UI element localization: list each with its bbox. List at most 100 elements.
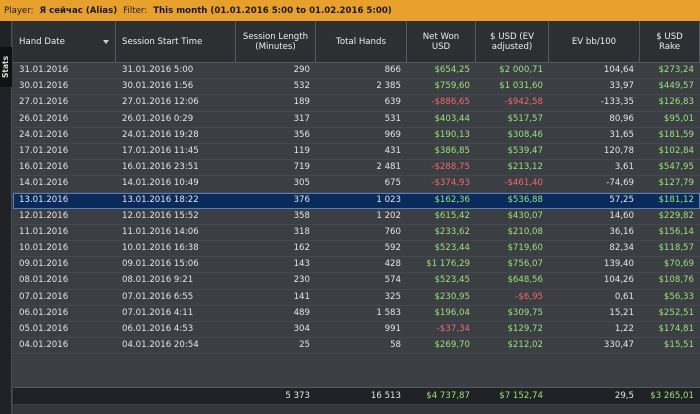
table-row[interactable]: 12.01.2016 12.01.2016 15:52 358 1 202 $615,4…: [13, 208, 700, 225]
column-header-label: Total Hands: [336, 36, 386, 47]
totals-date: [13, 388, 116, 404]
cell-session-length: 719: [293, 162, 310, 173]
table-row[interactable]: 04.01.2016 04.01.2016 20:54 25 58 $269,70 $21…: [13, 338, 700, 355]
table-row[interactable]: 24.01.2016 24.01.2016 19:28 356 969 $190,13 $…: [13, 127, 700, 144]
cell-session-start: 04.01.2016 20:54: [122, 340, 199, 351]
cell-session-length: 358: [293, 210, 310, 221]
cell-session-length: 356: [293, 129, 310, 140]
cell-ev-bb100: 330,47: [603, 340, 634, 351]
stats-tab[interactable]: Stats: [0, 47, 12, 87]
cell-session-start: 30.01.2016 1:56: [122, 81, 194, 92]
cell-ev-bb100: -74,69: [606, 178, 634, 189]
cell-total-hands: 760: [384, 226, 401, 237]
cell-session-length: 318: [293, 226, 310, 237]
cell-ev-adjusted: $648,56: [507, 275, 543, 286]
cell-net-won: -$37,34: [436, 324, 470, 334]
table-row[interactable]: 10.01.2016 10.01.2016 16:38 162 592 $523,44 $…: [13, 241, 700, 258]
cell-net-won: -$886,65: [431, 97, 470, 108]
cell-session-start: 13.01.2016 18:22: [122, 194, 199, 205]
cell-rake: $181,12: [658, 194, 694, 205]
grid-body: 31.01.2016 31.01.2016 5:00 290 866 $654,25 $2…: [13, 63, 700, 355]
cell-net-won: -$374,93: [431, 178, 470, 189]
cell-hand-date: 26.01.2016: [19, 113, 69, 124]
cell-ev-adjusted: -$942,58: [504, 97, 543, 108]
table-row[interactable]: 17.01.2016 17.01.2016 11:45 119 431 $386,85 $…: [13, 143, 700, 161]
cell-session-length: 304: [293, 324, 310, 334]
cell-hand-date: 17.01.2016: [19, 145, 69, 156]
cell-net-won: $759,60: [434, 81, 470, 92]
table-row[interactable]: 26.01.2016 26.01.2016 0:29 317 531 $403,44 $5…: [13, 111, 700, 128]
table-row[interactable]: 11.01.2016 11.01.2016 14:06 318 760 $233,62 $…: [13, 224, 700, 242]
cell-session-length: 141: [293, 291, 310, 302]
totals-start: [116, 388, 236, 404]
cell-net-won: $615,42: [434, 210, 470, 221]
cell-net-won: $233,62: [434, 226, 470, 237]
cell-ev-bb100: 33,97: [609, 81, 634, 92]
column-header-ev-bb100[interactable]: EV bb/100: [549, 21, 640, 63]
cell-net-won: $196,04: [434, 307, 470, 318]
cell-ev-adjusted: $213,12: [507, 162, 543, 173]
cell-ev-bb100: 80,96: [609, 113, 634, 124]
filter-value[interactable]: This month (01.01.2016 5:00 to 01.02.201…: [153, 5, 392, 16]
column-header-session-start-time[interactable]: Session Start Time: [116, 21, 236, 63]
filter-bar: Player: Я сейчас (Alias) Filter: This mo…: [0, 0, 700, 21]
cell-session-start: 06.01.2016 4:53: [122, 324, 194, 334]
cell-ev-bb100: 0,61: [614, 291, 634, 302]
cell-rake: $126,83: [658, 97, 694, 108]
column-header-rake[interactable]: $ USD Rake: [640, 21, 700, 63]
cell-net-won: $654,25: [434, 65, 470, 75]
cell-ev-bb100: 139,40: [603, 259, 634, 270]
grid-header: Hand Date Session Start Time Session Len…: [13, 21, 700, 63]
cell-net-won: $523,44: [434, 243, 470, 254]
table-row[interactable]: 31.01.2016 31.01.2016 5:00 290 866 $654,25 $2…: [13, 63, 700, 80]
column-header-hand-date[interactable]: Hand Date: [13, 21, 116, 63]
cell-ev-bb100: 104,26: [603, 275, 634, 286]
cell-session-start: 14.01.2016 10:49: [122, 178, 199, 189]
table-row[interactable]: 08.01.2016 08.01.2016 9:21 230 574 $523,45 $6…: [13, 273, 700, 290]
column-header-net-won-usd[interactable]: Net Won USD: [407, 21, 476, 63]
cell-session-start: 17.01.2016 11:45: [122, 145, 199, 156]
cell-session-start: 12.01.2016 15:52: [122, 210, 199, 221]
cell-ev-adjusted: $212,02: [507, 340, 543, 351]
column-header-label: EV bb/100: [571, 36, 617, 47]
cell-session-start: 31.01.2016 5:00: [122, 65, 194, 75]
side-panel: Stats: [0, 21, 12, 414]
table-row[interactable]: 30.01.2016 30.01.2016 1:56 532 2 385 $759,60…: [13, 79, 700, 96]
stats-grid: Hand Date Session Start Time Session Len…: [13, 21, 700, 414]
cell-session-length: 376: [293, 194, 310, 205]
table-row[interactable]: 16.01.2016 16.01.2016 23:51 719 2 481 -$288,…: [13, 160, 700, 177]
column-header-ev-adjusted[interactable]: $ USD (EV adjusted): [476, 21, 549, 63]
cell-rake: $95,01: [663, 113, 694, 124]
cell-total-hands: 675: [384, 178, 401, 189]
horizontal-scrollbar[interactable]: [13, 405, 700, 414]
cell-session-start: 26.01.2016 0:29: [122, 113, 194, 124]
cell-hand-date: 05.01.2016: [19, 324, 69, 334]
table-row[interactable]: 09.01.2016 09.01.2016 15:06 143 428 $1 176,2…: [13, 257, 700, 274]
column-header-label: Hand Date: [19, 36, 65, 47]
cell-rake: $547,95: [658, 162, 694, 173]
table-row[interactable]: 07.01.2016 07.01.2016 6:55 141 325 $230,95 -$…: [13, 289, 700, 306]
cell-session-length: 230: [293, 275, 310, 286]
cell-session-start: 08.01.2016 9:21: [122, 275, 194, 286]
table-row[interactable]: 27.01.2016 27.01.2016 12:06 189 639 -$886,65…: [13, 95, 700, 112]
cell-ev-adjusted: -$461,40: [504, 178, 543, 189]
table-row[interactable]: 05.01.2016 06.01.2016 4:53 304 991 -$37,34 $1…: [13, 322, 700, 339]
table-row[interactable]: 13.01.2016 13.01.2016 18:22 376 1 023 $162,3…: [13, 192, 700, 209]
cell-ev-bb100: 1,22: [614, 324, 634, 334]
cell-net-won: $190,13: [434, 129, 470, 140]
cell-ev-bb100: 82,34: [609, 243, 634, 254]
table-row[interactable]: 14.01.2016 14.01.2016 10:49 305 675 -$374,93…: [13, 176, 700, 193]
column-header-session-length[interactable]: Session Length (Minutes): [236, 21, 316, 63]
cell-hand-date: 30.01.2016: [19, 81, 69, 92]
cell-ev-bb100: 15,21: [609, 307, 634, 318]
cell-total-hands: 58: [390, 340, 401, 351]
column-header-total-hands[interactable]: Total Hands: [316, 21, 407, 63]
cell-session-start: 09.01.2016 15:06: [122, 259, 199, 270]
cell-hand-date: 09.01.2016: [19, 259, 69, 270]
cell-ev-bb100: 14,60: [609, 210, 634, 221]
cell-session-start: 24.01.2016 19:28: [122, 129, 199, 140]
table-row[interactable]: 06.01.2016 07.01.2016 4:11 489 1 583 $196,04…: [13, 305, 700, 322]
cell-total-hands: 592: [384, 243, 401, 254]
player-value[interactable]: Я сейчас (Alias): [39, 5, 118, 16]
cell-session-start: 11.01.2016 14:06: [122, 226, 199, 237]
